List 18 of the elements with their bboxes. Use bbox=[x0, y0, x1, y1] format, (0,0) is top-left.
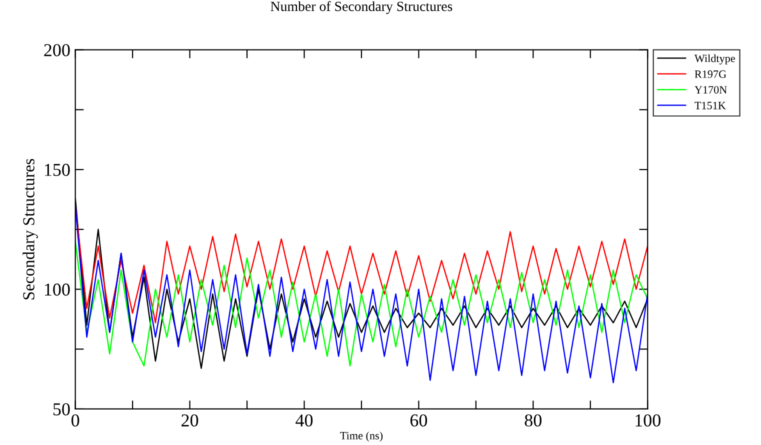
y-tick-label: 150 bbox=[44, 164, 70, 176]
y-tick-label: 200 bbox=[44, 44, 70, 56]
legend-label: Y170N bbox=[694, 86, 727, 94]
x-tick-label: 20 bbox=[182, 414, 198, 427]
legend-label: T151K bbox=[694, 102, 726, 110]
y-axis-title: Secondary Structures bbox=[22, 158, 38, 300]
x-tick-label: 60 bbox=[410, 414, 428, 427]
x-tick-label: 80 bbox=[524, 414, 542, 427]
x-tick-label: 0 bbox=[72, 414, 80, 427]
line-series bbox=[75, 240, 648, 366]
x-axis-title: Time (ns) bbox=[340, 432, 383, 442]
legend-label: Wildtype bbox=[694, 54, 735, 64]
chart-title: Number of Secondary Structures bbox=[270, 1, 452, 14]
y-tick-label: 50 bbox=[53, 403, 70, 416]
x-tick-label: 40 bbox=[296, 414, 313, 427]
x-tick-label: 100 bbox=[636, 414, 660, 427]
legend-label: R197G bbox=[694, 70, 726, 78]
y-tick-label: 100 bbox=[44, 284, 70, 296]
